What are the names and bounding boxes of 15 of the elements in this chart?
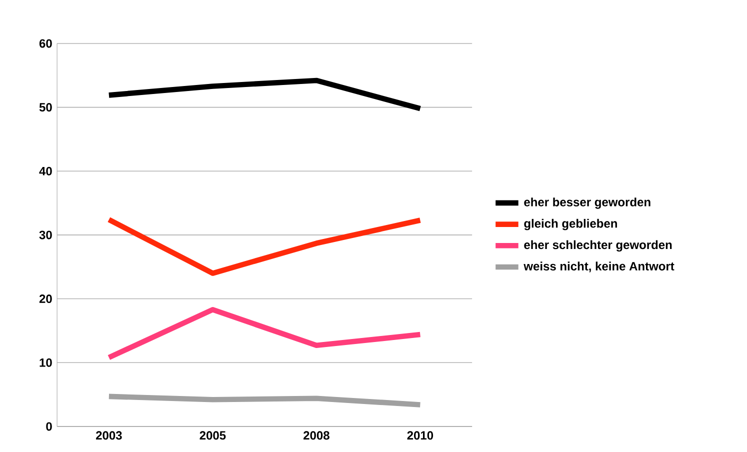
- legend-label: eher schlechter geworden: [524, 240, 672, 252]
- x-tick-label: 2008: [304, 431, 330, 440]
- legend-label: eher besser geworden: [524, 198, 650, 209]
- y-tick-label: 40: [39, 166, 52, 176]
- y-tick-label: 20: [39, 294, 52, 304]
- legend-label: gleich geblieben: [524, 218, 617, 230]
- x-tick-label: 2005: [200, 431, 226, 440]
- y-tick-label: 30: [39, 230, 52, 240]
- legend-label: weiss nicht, keine Antwort: [524, 262, 674, 272]
- y-tick-label: 0: [46, 422, 52, 431]
- y-tick-label: 50: [39, 103, 52, 112]
- x-tick-label: 2010: [407, 431, 434, 440]
- y-tick-label: 10: [40, 358, 52, 367]
- x-tick-label: 2003: [96, 431, 122, 440]
- y-tick-label: 60: [39, 39, 52, 48]
